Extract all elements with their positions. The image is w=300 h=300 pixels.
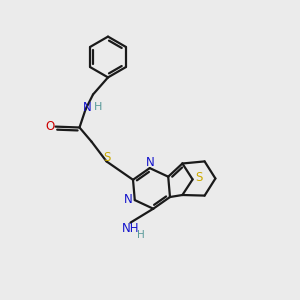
Text: H: H [94, 102, 102, 112]
Text: NH: NH [122, 222, 139, 235]
Text: N: N [82, 100, 91, 114]
Text: O: O [46, 120, 55, 133]
Text: H: H [137, 230, 145, 240]
Text: S: S [103, 151, 111, 164]
Text: S: S [196, 171, 203, 184]
Text: N: N [124, 193, 133, 206]
Text: N: N [146, 156, 155, 169]
